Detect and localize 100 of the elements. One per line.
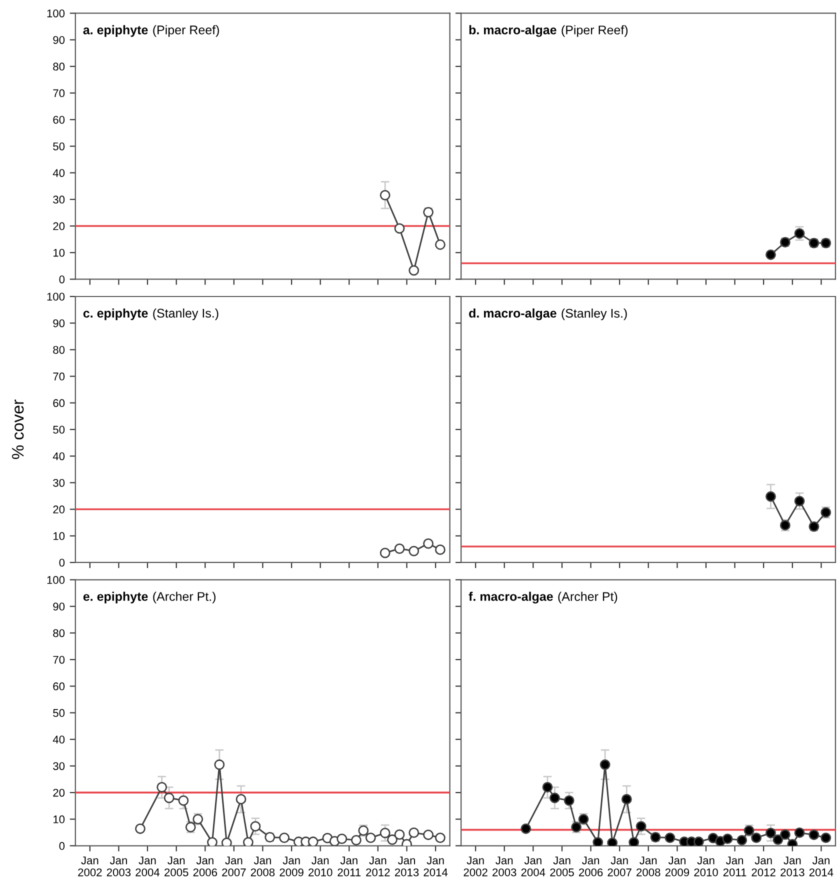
point — [520, 824, 532, 834]
y-tick-label: 90 — [53, 36, 65, 44]
y-tick-label: 70 — [53, 89, 65, 98]
x-tick-label: Jan 2014 — [809, 856, 834, 876]
y-tick-label: 100 — [47, 9, 65, 18]
x-tick-label: Jan 2008 — [636, 856, 660, 876]
point — [156, 782, 168, 792]
y-tick-label: 0 — [59, 275, 65, 284]
point — [772, 834, 784, 845]
text: (Piper Reef) — [153, 25, 219, 37]
y-tick-label: 60 — [53, 399, 65, 408]
y-tick-label: 50 — [53, 426, 65, 434]
x-tick-label: Jan 2004 — [136, 856, 160, 876]
text: d. macro-algae — [469, 308, 556, 320]
point — [794, 828, 805, 838]
y-tick-label: 40 — [52, 452, 65, 460]
x-tick-label: Jan 2004 — [521, 856, 546, 876]
point — [214, 759, 225, 770]
point — [621, 794, 632, 804]
point — [408, 828, 420, 838]
point — [600, 759, 610, 770]
point — [336, 834, 348, 844]
y-tick-label: 10 — [53, 532, 65, 540]
point — [164, 792, 174, 804]
point — [780, 829, 790, 840]
point — [380, 828, 390, 838]
point — [178, 795, 189, 806]
x-tick-label: Jan 2011 — [723, 856, 746, 876]
y-tick-label: 60 — [53, 682, 65, 690]
y-tick-label: 70 — [53, 372, 65, 380]
y-tick-label: 100 — [47, 292, 65, 301]
y-tick-label: 10 — [53, 248, 65, 257]
point — [221, 838, 232, 846]
text: (Piper Reef) — [562, 25, 628, 37]
x-tick-label: Jan 2002 — [464, 856, 488, 876]
y-tick-label: 60 — [53, 116, 65, 124]
x-tick-label: Jan 2005 — [550, 856, 574, 876]
text: (Archer Pt.) — [153, 592, 216, 604]
point — [394, 223, 405, 234]
point — [423, 830, 434, 840]
point — [242, 837, 254, 846]
y-tick-label: 0 — [59, 842, 65, 850]
point — [236, 794, 246, 804]
x-tick-label: Jan 2009 — [280, 856, 304, 876]
point — [435, 239, 446, 250]
x-tick-label: Jan 2012 — [366, 856, 390, 876]
text: (Archer Pt) — [558, 592, 618, 604]
point — [766, 491, 776, 502]
y-tick-label: 90 — [53, 602, 65, 611]
y-axis-title: % cover — [12, 400, 24, 459]
y-tick-label: 30 — [53, 196, 65, 204]
y-tick-label: 20 — [53, 788, 65, 797]
x-tick-label: Jan 2010 — [308, 856, 332, 876]
text: b. macro-algae — [469, 25, 556, 37]
x-tick-label: Jan 2002 — [78, 856, 102, 876]
x-tick-label: Jan 2006 — [193, 856, 218, 876]
point — [808, 830, 820, 840]
point — [722, 834, 733, 844]
x-tick-label: Jan 2011 — [338, 856, 361, 876]
y-tick-label: 50 — [53, 709, 65, 717]
x-tick-label: Jan 2009 — [665, 856, 690, 876]
point — [542, 782, 553, 792]
y-tick-label: 0 — [59, 558, 65, 567]
x-tick-label: Jan 2007 — [608, 856, 632, 876]
point — [408, 265, 420, 276]
point — [250, 821, 261, 832]
point — [607, 838, 618, 846]
point — [794, 496, 805, 506]
y-tick-label: 100 — [47, 576, 65, 584]
y-tick-label: 80 — [53, 62, 65, 71]
text: f. macro-algae — [468, 592, 553, 604]
x-tick-label: Jan 2012 — [752, 856, 776, 876]
point — [394, 829, 405, 840]
point — [736, 834, 748, 846]
y-tick-label: 30 — [53, 478, 65, 487]
point — [387, 834, 398, 845]
x-tick-label: Jan 2003 — [492, 856, 516, 876]
x-tick-label: Jan 2007 — [222, 856, 246, 876]
y-tick-label: 50 — [53, 142, 65, 150]
y-tick-label: 80 — [53, 346, 65, 354]
x-tick-label: Jan 2013 — [394, 856, 419, 876]
point — [564, 795, 574, 806]
y-tick-label: 10 — [53, 815, 65, 824]
point — [279, 832, 290, 843]
y-tick-label: 90 — [53, 319, 65, 328]
point — [550, 792, 560, 804]
text: e. epiphyte — [83, 592, 148, 604]
x-tick-label: Jan 2014 — [424, 856, 448, 876]
text: c. epiphyte — [83, 308, 148, 320]
y-tick-label: 30 — [53, 762, 65, 770]
point — [435, 832, 446, 843]
point — [308, 836, 318, 846]
point — [694, 836, 704, 846]
y-tick-label: 40 — [52, 736, 65, 744]
x-tick-label: Jan 2003 — [106, 856, 131, 876]
point — [628, 837, 640, 846]
text: (Stanley Is.) — [153, 308, 218, 320]
x-tick-label: Jan 2006 — [578, 856, 603, 876]
y-tick-label: 40 — [52, 169, 65, 177]
point — [380, 190, 390, 200]
